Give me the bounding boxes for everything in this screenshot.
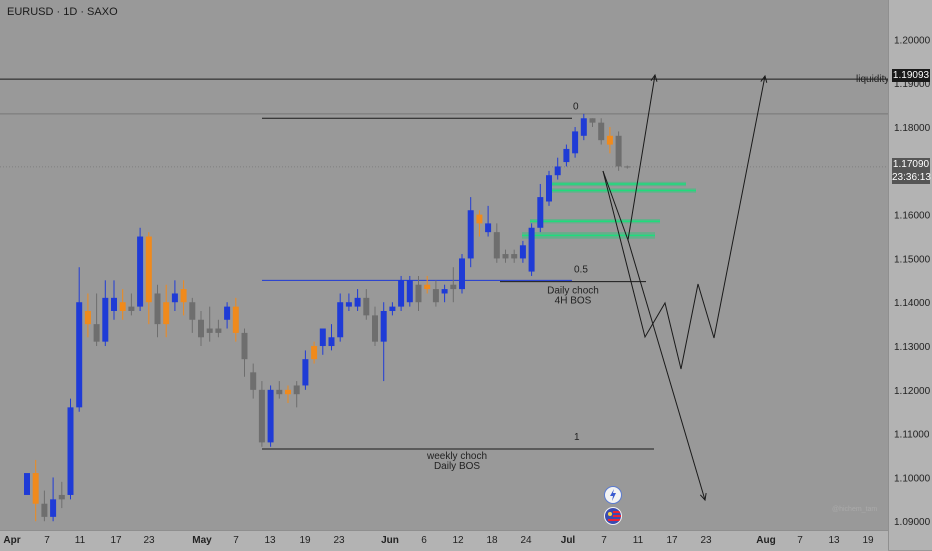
weekly-choch-sublabel: Daily BOS — [434, 461, 480, 472]
candle-body — [180, 289, 187, 303]
projection-arrowhead — [699, 493, 707, 502]
candle-body — [250, 372, 257, 390]
projection-path — [627, 239, 706, 501]
liquidity-label: liquidity — [856, 74, 889, 85]
candle-body — [441, 289, 448, 294]
candle-body — [606, 135, 613, 145]
candle-body — [485, 223, 492, 233]
candle-body — [589, 118, 596, 123]
candle-body — [67, 407, 74, 495]
projection-arrowhead — [650, 73, 658, 82]
current-price-tag: 1.17090 — [892, 158, 930, 171]
candle-body — [76, 302, 83, 408]
daily-choch-label: Daily choch — [547, 286, 599, 297]
candle-body — [102, 297, 109, 342]
candle-body — [84, 310, 91, 325]
candle-body — [345, 302, 352, 307]
candle-body — [493, 232, 500, 259]
candle-body — [432, 289, 439, 303]
candle-body — [519, 245, 526, 259]
candle-body — [41, 503, 48, 517]
candle-body — [302, 359, 309, 386]
projection-path — [602, 75, 766, 370]
candle-body — [554, 166, 561, 176]
lightning-icon[interactable] — [604, 486, 622, 504]
candle-body — [154, 293, 161, 325]
candle-body — [163, 302, 170, 325]
liquidity-price-tag: 1.19093 — [892, 69, 930, 82]
candle-body — [380, 310, 387, 342]
weekly-choch-label: weekly choch — [426, 451, 487, 462]
candle-body — [285, 389, 291, 395]
candle-body — [424, 284, 431, 290]
candle-body — [137, 236, 144, 307]
candle-body — [128, 306, 135, 311]
watermark: @hichem_tam — [832, 506, 878, 513]
countdown-tag: 23:36:13 — [892, 171, 931, 184]
fib-one-label: 1 — [574, 432, 580, 443]
projection-arrowhead — [760, 74, 768, 83]
candle-body — [58, 494, 65, 500]
candle-body — [267, 389, 274, 443]
candle-body — [111, 297, 117, 311]
candle-body — [624, 166, 631, 168]
candle-body — [171, 293, 178, 303]
candle-body — [145, 236, 152, 303]
candle-body — [363, 297, 370, 316]
candle-body — [241, 332, 248, 360]
candle-body — [311, 346, 318, 360]
candle-body — [415, 284, 422, 303]
candle-body — [189, 302, 196, 320]
candle-body — [328, 337, 335, 347]
candle-body — [119, 302, 126, 311]
candle-body — [398, 280, 405, 307]
candle-body — [459, 258, 465, 290]
candle-body — [372, 315, 378, 342]
candle-body — [293, 385, 300, 395]
candle-body — [537, 197, 544, 228]
candle-body — [598, 122, 605, 141]
candle-body — [50, 499, 57, 517]
candle-body — [224, 306, 231, 320]
fib-half-label: 0.5 — [574, 264, 588, 275]
candle-body — [580, 118, 587, 136]
candle-body — [354, 297, 361, 307]
candle-body — [528, 227, 535, 272]
candle-body — [476, 214, 483, 224]
flag-icon[interactable] — [604, 507, 622, 525]
candle-body — [615, 135, 622, 167]
candle-body — [276, 389, 283, 395]
candle-body — [563, 148, 570, 163]
daily-choch-sublabel: 4H BOS — [555, 296, 592, 307]
candle-body — [93, 324, 100, 342]
candle-body — [258, 389, 265, 443]
candle-body — [546, 175, 552, 202]
candle-body — [511, 254, 518, 259]
fib-zero-label: 0 — [573, 101, 579, 112]
candle-body — [572, 131, 579, 154]
candle-body — [467, 210, 474, 259]
candle-body — [32, 473, 39, 504]
candle-body — [198, 319, 204, 338]
price-axis[interactable] — [888, 0, 932, 550]
candle-body — [206, 328, 213, 333]
candle-body — [389, 306, 396, 311]
projection-path — [602, 74, 656, 242]
symbol-title[interactable]: EURUSD · 1D · SAXO — [7, 6, 118, 18]
time-axis[interactable] — [0, 530, 888, 551]
candle-body — [319, 328, 326, 347]
candle-body — [450, 284, 457, 290]
candle-body — [406, 280, 413, 303]
candle-body — [337, 302, 344, 338]
candle-body — [232, 306, 239, 333]
candle-body — [502, 254, 509, 259]
candle-body — [215, 328, 222, 333]
candle-body — [24, 473, 30, 495]
